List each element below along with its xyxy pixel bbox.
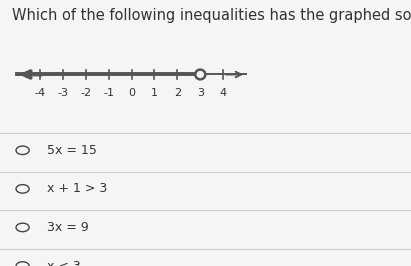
- Circle shape: [16, 146, 29, 155]
- Text: 4: 4: [219, 88, 227, 98]
- Text: Which of the following inequalities has the graphed solution below?: Which of the following inequalities has …: [12, 8, 411, 23]
- Text: -1: -1: [103, 88, 114, 98]
- Text: 2: 2: [174, 88, 181, 98]
- Text: -4: -4: [34, 88, 45, 98]
- Text: 1: 1: [151, 88, 158, 98]
- Text: x < 3: x < 3: [47, 260, 81, 266]
- Circle shape: [16, 223, 29, 232]
- Text: x + 1 > 3: x + 1 > 3: [47, 182, 108, 195]
- Text: -2: -2: [80, 88, 91, 98]
- Circle shape: [16, 185, 29, 193]
- Circle shape: [16, 262, 29, 266]
- Circle shape: [195, 70, 206, 79]
- Text: -3: -3: [57, 88, 68, 98]
- Text: 3x = 9: 3x = 9: [47, 221, 89, 234]
- Text: 0: 0: [128, 88, 135, 98]
- Text: 5x = 15: 5x = 15: [47, 144, 97, 157]
- Text: 3: 3: [197, 88, 204, 98]
